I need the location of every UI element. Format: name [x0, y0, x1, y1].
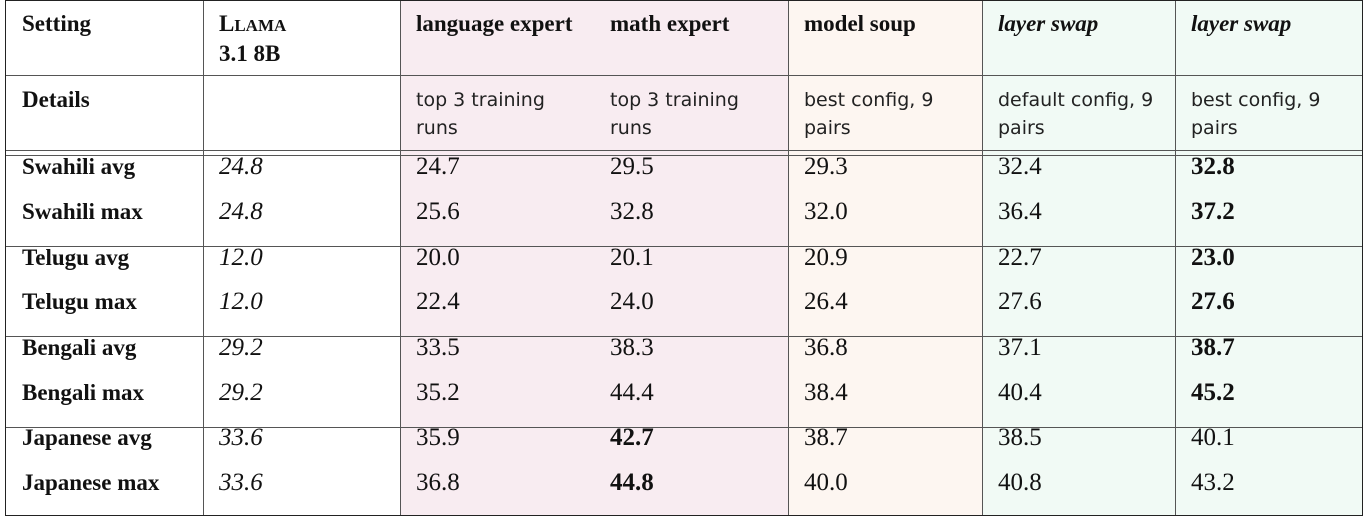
- cell-model-soup: 20.9: [804, 244, 848, 271]
- cell-llama: 24.8: [219, 198, 263, 225]
- cell-language-expert: 33.5: [416, 334, 460, 361]
- cell-model-soup: 29.3: [804, 153, 848, 180]
- cell-llama: 24.8: [219, 153, 263, 180]
- header-math-expert: math expert: [610, 11, 730, 36]
- col-divider: [203, 1, 204, 515]
- cell-llama: 29.2: [219, 334, 263, 361]
- soup-band: [788, 1, 982, 515]
- results-table: Setting LLAMA 3.1 8B language expert mat…: [5, 0, 1363, 516]
- cell-layer-swap-best: 27.6: [1191, 288, 1235, 315]
- cell-math-expert: 44.4: [610, 379, 654, 406]
- details-label: Details: [22, 87, 90, 112]
- row-divider: [6, 246, 1362, 247]
- cell-language-expert: 36.8: [416, 469, 460, 496]
- cell-math-expert: 38.3: [610, 334, 654, 361]
- expert-band: [400, 1, 788, 515]
- llama-version: 3.1 8B: [219, 41, 281, 66]
- cell-llama: 29.2: [219, 379, 263, 406]
- cell-layer-swap-best: 45.2: [1191, 379, 1235, 406]
- header-layer-swap-default: layer swap: [998, 11, 1099, 36]
- row-label: Bengali max: [22, 380, 145, 405]
- row-divider: [6, 427, 1362, 428]
- cell-llama: 33.6: [219, 469, 263, 496]
- cell-layer-swap-best: 43.2: [1191, 469, 1235, 496]
- header-setting: Setting: [22, 11, 91, 36]
- header-llama: LLAMA 3.1 8B: [203, 10, 400, 68]
- cell-model-soup: 32.0: [804, 198, 848, 225]
- row-label: Swahili avg: [22, 154, 136, 179]
- col-divider: [788, 1, 789, 515]
- details-model-soup: best config, 9 pairs: [804, 89, 934, 139]
- cell-layer-swap-best: 38.7: [1191, 334, 1235, 361]
- row-label: Swahili max: [22, 199, 143, 224]
- details-layer-swap-best: best config, 9 pairs: [1191, 89, 1321, 139]
- cell-layer-swap-best: 40.1: [1191, 424, 1235, 451]
- cell-layer-swap-default: 36.4: [998, 198, 1042, 225]
- cell-model-soup: 38.7: [804, 424, 848, 451]
- cell-layer-swap-default: 32.4: [998, 153, 1042, 180]
- cell-model-soup: 36.8: [804, 334, 848, 361]
- row-divider: [6, 155, 1362, 156]
- cell-model-soup: 40.0: [804, 469, 848, 496]
- details-layer-swap-default: default config, 9 pairs: [998, 89, 1154, 139]
- header-layer-swap-best: layer swap: [1191, 11, 1292, 36]
- cell-layer-swap-default: 27.6: [998, 288, 1042, 315]
- cell-math-expert: 44.8: [610, 469, 654, 496]
- header-language-expert: language expert: [416, 11, 573, 36]
- col-divider: [400, 1, 401, 515]
- cell-math-expert: 42.7: [610, 424, 654, 451]
- cell-model-soup: 38.4: [804, 379, 848, 406]
- cell-layer-swap-default: 38.5: [998, 424, 1042, 451]
- cell-math-expert: 24.0: [610, 288, 654, 315]
- cell-language-expert: 35.9: [416, 424, 460, 451]
- details-language-expert: top 3 training runs: [416, 89, 545, 139]
- swap-band: [982, 1, 1362, 515]
- cell-math-expert: 20.1: [610, 244, 654, 271]
- cell-math-expert: 32.8: [610, 198, 654, 225]
- cell-math-expert: 29.5: [610, 153, 654, 180]
- cell-llama: 12.0: [219, 244, 263, 271]
- row-divider: [6, 150, 1362, 151]
- col-divider: [982, 1, 983, 515]
- col-divider: [1175, 1, 1176, 515]
- cell-language-expert: 25.6: [416, 198, 460, 225]
- cell-llama: 12.0: [219, 288, 263, 315]
- details-math-expert: top 3 training runs: [610, 89, 739, 139]
- llama-name: LLAMA: [219, 11, 287, 36]
- row-label: Bengali avg: [22, 335, 137, 360]
- cell-layer-swap-default: 40.8: [998, 469, 1042, 496]
- cell-language-expert: 24.7: [416, 153, 460, 180]
- cell-layer-swap-best: 23.0: [1191, 244, 1235, 271]
- cell-language-expert: 35.2: [416, 379, 460, 406]
- cell-layer-swap-best: 37.2: [1191, 198, 1235, 225]
- row-divider: [6, 336, 1362, 337]
- row-divider: [6, 75, 1362, 76]
- cell-llama: 33.6: [219, 424, 263, 451]
- row-label: Telugu max: [22, 289, 137, 314]
- cell-model-soup: 26.4: [804, 288, 848, 315]
- row-label: Japanese avg: [22, 425, 152, 450]
- cell-language-expert: 20.0: [416, 244, 460, 271]
- cell-language-expert: 22.4: [416, 288, 460, 315]
- row-label: Japanese max: [22, 470, 160, 495]
- header-model-soup: model soup: [804, 11, 916, 36]
- cell-layer-swap-default: 22.7: [998, 244, 1042, 271]
- cell-layer-swap-default: 40.4: [998, 379, 1042, 406]
- cell-layer-swap-default: 37.1: [998, 334, 1042, 361]
- row-label: Telugu avg: [22, 245, 130, 270]
- cell-layer-swap-best: 32.8: [1191, 153, 1235, 180]
